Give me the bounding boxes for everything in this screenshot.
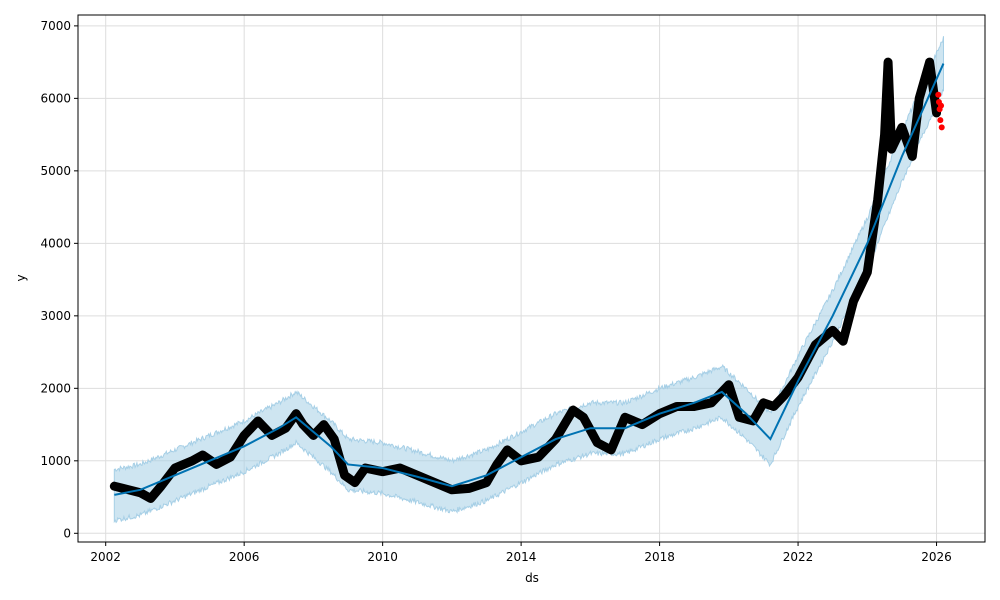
actual-point <box>282 425 289 432</box>
actual-point <box>351 479 358 486</box>
y-tick-label: 2000 <box>40 381 71 395</box>
y-tick-label: 0 <box>63 526 71 540</box>
x-tick-label: 2002 <box>90 550 121 564</box>
actual-point <box>268 432 275 439</box>
actual-point <box>504 446 511 453</box>
actual-point <box>111 483 118 490</box>
actual-point <box>736 414 743 421</box>
actual-point <box>725 381 732 388</box>
test-point <box>938 102 945 109</box>
actual-point <box>320 421 327 428</box>
y-tick-label: 4000 <box>40 236 71 250</box>
plot-frame <box>77 14 986 543</box>
actual-points <box>109 57 942 504</box>
actual-point <box>885 59 892 66</box>
x-tick-label: 2022 <box>783 550 814 564</box>
actual-point <box>518 457 525 464</box>
actual-point <box>770 403 777 410</box>
actual-point <box>379 468 386 475</box>
x-tick-label: 2018 <box>644 550 675 564</box>
actual-point <box>621 414 628 421</box>
y-tick-label: 3000 <box>40 309 71 323</box>
actual-point <box>331 436 338 443</box>
actual-point <box>448 486 455 493</box>
actual-point <box>483 479 490 486</box>
actual-point <box>227 454 234 461</box>
x-ticks: 2002 2006 2010 2014 2018 2022 2026 <box>90 542 952 564</box>
actual-point <box>708 399 715 406</box>
actual-point <box>926 59 933 66</box>
y-axis-label: y <box>14 274 28 281</box>
actual-point <box>189 457 196 464</box>
actual-point <box>881 131 888 138</box>
y-tick-label: 5000 <box>40 164 71 178</box>
x-axis-label: ds <box>525 571 539 585</box>
actual-point <box>120 485 127 492</box>
actual-point <box>580 414 587 421</box>
actual-point <box>147 495 154 502</box>
actual-point <box>760 399 767 406</box>
test-point <box>935 91 942 98</box>
actual-point <box>570 407 577 414</box>
actual-point <box>909 153 916 160</box>
actual-point <box>864 269 871 276</box>
y-tick-label: 6000 <box>40 91 71 105</box>
actual-point <box>781 392 788 399</box>
actual-point <box>608 446 615 453</box>
actual-point <box>691 403 698 410</box>
actual-point <box>396 465 403 472</box>
actual-point <box>840 338 847 345</box>
actual-point <box>137 489 144 496</box>
actual-point <box>493 461 500 468</box>
actual-point <box>213 461 220 468</box>
y-ticks: 0 1000 2000 3000 4000 5000 6000 7000 <box>40 19 78 540</box>
test-points <box>935 91 945 131</box>
actual-point <box>466 485 473 492</box>
x-tick-label: 2026 <box>921 550 952 564</box>
actual-point <box>829 327 836 334</box>
y-tick-label: 7000 <box>40 19 71 33</box>
actual-point <box>158 483 165 490</box>
actual-point <box>199 452 206 459</box>
y-tick-label: 1000 <box>40 454 71 468</box>
actual-point <box>171 465 178 472</box>
actual-point <box>850 298 857 305</box>
yhat-line <box>114 63 945 496</box>
x-tick-label: 2010 <box>367 550 398 564</box>
actual-point <box>898 124 905 131</box>
actual-point <box>888 146 895 153</box>
x-tick-label: 2006 <box>229 550 260 564</box>
actual-point <box>293 410 300 417</box>
test-point <box>938 124 945 131</box>
x-tick-label: 2014 <box>506 550 537 564</box>
actual-point <box>341 472 348 479</box>
actual-point <box>535 454 542 461</box>
test-point <box>937 117 944 124</box>
gridlines <box>78 15 985 542</box>
actual-point <box>241 432 248 439</box>
actual-point <box>594 439 601 446</box>
actual-point <box>639 421 646 428</box>
actual-point <box>255 417 262 424</box>
actual-point <box>874 196 881 203</box>
actual-point <box>916 95 923 102</box>
forecast-line <box>114 63 945 496</box>
